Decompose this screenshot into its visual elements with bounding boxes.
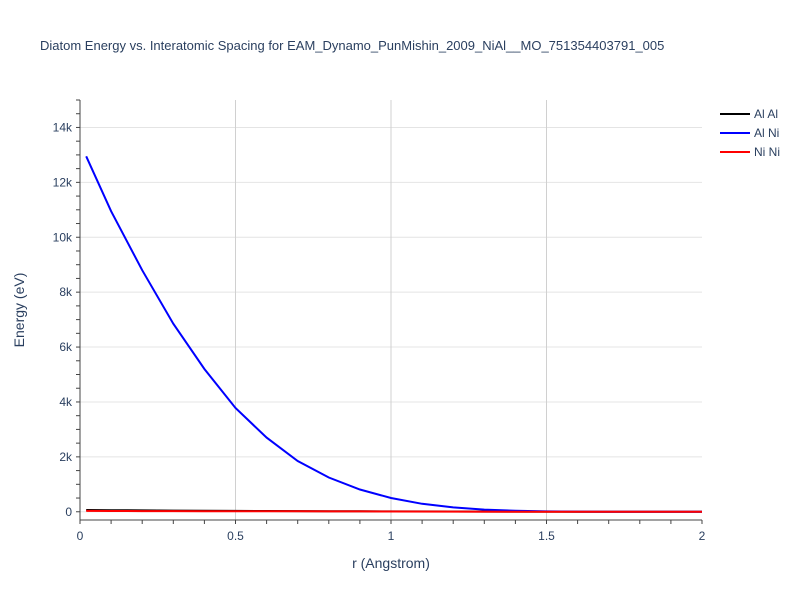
y-tick-label: 12k [53, 175, 73, 189]
y-tick-label: 8k [59, 285, 73, 299]
grid-layer [80, 100, 702, 520]
legend-label: Ni Ni [754, 145, 780, 159]
x-tick-label: 1 [388, 529, 395, 543]
x-tick-label: 0 [77, 529, 84, 543]
series-line-ni-ni [86, 509, 703, 513]
y-tick-label: 4k [59, 395, 73, 409]
series-layer [85, 155, 703, 513]
y-tick-label: 10k [53, 230, 73, 244]
series-line-al-ni [85, 155, 702, 513]
x-tick-label: 0.5 [227, 529, 244, 543]
x-tick-label: 1.5 [538, 529, 555, 543]
axis-layer: 0 2k 4k 6k 8k 10k 12k 14k 0 0.5 1 1.5 2 [53, 99, 706, 543]
y-tick-label: 14k [53, 120, 73, 134]
y-axis-title: Energy (eV) [11, 273, 27, 348]
x-axis-title: r (Angstrom) [352, 555, 430, 571]
legend-label: Al Ni [754, 126, 779, 140]
legend: Al Al Al Ni Ni Ni [720, 107, 780, 159]
y-tick-label: 2k [59, 450, 73, 464]
y-tick-label: 6k [59, 340, 73, 354]
legend-label: Al Al [754, 107, 778, 121]
y-tick-label: 0 [65, 505, 72, 519]
x-tick-label: 2 [699, 529, 706, 543]
chart-title: Diatom Energy vs. Interatomic Spacing fo… [40, 38, 664, 53]
